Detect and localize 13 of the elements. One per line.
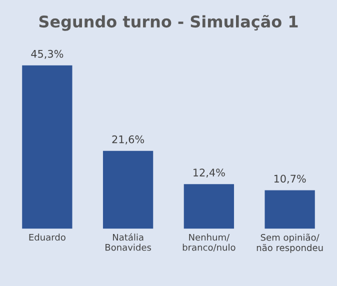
chart-title: Segundo turno - Simulação 1 (39, 14, 298, 31)
bar (22, 65, 72, 229)
bar (184, 184, 234, 229)
bar (264, 190, 315, 229)
bar (102, 150, 154, 229)
data-label: 10,7% (274, 174, 306, 184)
x-tick-label: Sem opinião/ não respondeu (256, 234, 323, 253)
x-tick-label: Natália Bonavides (106, 233, 152, 251)
x-tick-label: Eduardo (29, 234, 66, 241)
data-label: 45,3% (31, 50, 64, 59)
data-label: 12,4% (194, 168, 225, 178)
data-label: 21,6% (112, 135, 144, 144)
x-tick-label: Nenhum/ branco/nulo (182, 234, 236, 252)
